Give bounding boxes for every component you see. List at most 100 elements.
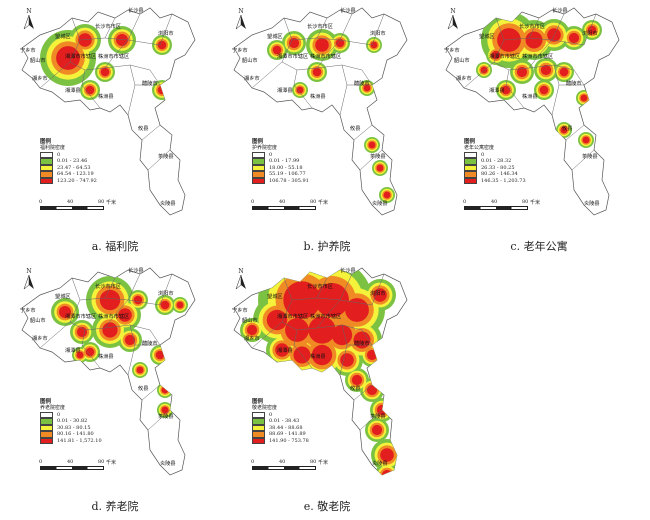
place-label-you: 攸县 [138,384,148,392]
county-boundary [104,64,161,86]
legend-label: 106.78 - 305.91 [269,177,309,184]
legend-label: 0 [269,411,273,418]
scale-bar: 0 40 80 千米 [251,199,342,219]
density-hotspot [383,191,391,199]
legend-swatch [252,437,265,445]
legend-swatch [252,151,265,159]
density-hotspot [547,28,561,42]
legend-row: 30.83 - 80.15 [40,424,102,432]
place-label-shaoshan: 韶山市 [242,316,258,324]
density-hotspot [353,331,371,349]
legend-title: 图例 [252,399,264,405]
county-boundary [104,324,161,346]
legend-label: 0 [57,411,61,418]
legend-swatch [252,418,265,425]
legend-row: 80.16 - 141.80 [40,431,102,438]
place-label-changsha_county: 长沙县 [128,6,144,14]
scale-tick-80: 80 [522,199,529,205]
density-hotspot [315,38,329,52]
legend-row: 64.54 - 123.19 [40,171,97,178]
density-hotspot [266,309,288,331]
place-label-ningxiang: 宁乡市 [232,46,248,54]
county-boundary [69,39,129,71]
density-hotspot [78,33,92,47]
density-hotspot [380,448,394,462]
legend-swatch [252,158,265,165]
legend-label: 88.69 - 141.89 [269,431,306,438]
legend-swatch [40,437,53,445]
place-label-liuyang: 浏阳市 [582,29,598,37]
density-hotspot [340,353,354,367]
legend-swatch [40,177,53,185]
place-label-chaling: 茶陵县 [582,152,598,160]
place-label-wangcheng: 望城区 [267,32,283,40]
legend-swatch [40,418,53,425]
scale-tick-80: 80 [98,199,105,205]
scale-bar: 0 40 80 千米 [463,199,554,219]
density-hotspot [59,306,71,318]
county-boundary [141,124,161,141]
legend-row: 141.81 - 1,572.10 [40,437,102,445]
county-boundary [39,321,71,349]
density-hotspot [296,86,304,94]
map-panel-a: 长沙县 浏阳市 望城区 长沙市市区 宁乡市 韶山市 株洲市市辖区 湘潭市市辖区 湘乡市 湘潭县 株洲… [10,0,220,260]
county-boundary [141,384,161,401]
density-hotspot [540,64,552,76]
density-hotspot [516,66,528,78]
place-label-liling: 醴陵市 [142,339,158,347]
density-hotspot [376,164,384,172]
legend-swatch [40,411,53,419]
county-boundary [39,61,71,89]
scale-bar-graphic [40,206,104,210]
scale-tick-40: 40 [279,199,286,205]
legend: 图例 养老院密度 0 0.01 - 30.82 30.83 - 80.15 80.16 -… [40,399,102,445]
density-hotspot [256,364,268,376]
legend-swatch [40,171,53,178]
legend-label: 0 [57,151,61,158]
scale-bar: 0 40 80 千米 [39,459,130,479]
panel-caption: c. 老年公寓 [510,240,568,253]
north-arrow-icon [447,14,458,30]
density-hotspot [118,308,132,322]
density-hotspot [351,374,363,386]
place-label-shaoshan: 韶山市 [30,316,46,324]
place-label-ningxiang: 宁乡市 [20,46,36,54]
legend: 图例 福利院密度 0 0.01 - 23.46 23.47 - 64.53 64.54 -… [40,139,97,185]
place-label-shaoshan: 韶山市 [242,56,258,64]
density-hotspot [587,25,597,35]
density-hotspot [275,343,289,357]
place-label-liling: 醴陵市 [354,339,370,347]
scale-unit: 千米 [318,200,329,206]
density-hotspot [124,334,136,346]
legend-label: 38.44 - 88.68 [269,424,303,431]
county-boundary [81,69,101,109]
legend-row: 23.47 - 64.53 [40,164,97,172]
density-hotspot [116,34,128,46]
place-label-xiangtan_county: 湘潭县 [65,346,81,354]
legend-label: 80.16 - 141.80 [57,431,94,438]
legend-label: 0.01 - 38.43 [269,418,300,425]
legend-label: 0.01 - 23.46 [57,158,88,165]
legend-label: 0.01 - 28.32 [481,158,512,165]
legend: 图例 护养院密度 0 0.01 - 17.99 18.00 - 55.18 55.19 -… [252,139,309,185]
place-label-changsha_city: 长沙市市区 [307,282,333,290]
scale-bar-graphic [252,466,316,470]
north-arrow: N [22,268,36,292]
scale-bar-graphic [464,206,528,210]
place-label-zhuzhou_county: 株洲县 [98,352,114,360]
legend-label: 64.54 - 123.19 [57,171,94,178]
county-boundary [495,17,540,41]
density-hotspot [311,344,333,366]
place-label-yanling: 炎陵县 [160,199,176,207]
place-label-chaling: 茶陵县 [158,412,174,420]
density-hotspot [236,354,248,366]
place-label-yanling: 炎陵县 [372,199,388,207]
north-label: N [26,8,32,15]
scale-tick-80: 80 [310,199,317,205]
place-label-liling: 醴陵市 [142,79,158,87]
legend-row: 26.33 - 80.25 [464,164,526,172]
place-label-changsha_city: 长沙市市区 [95,282,121,290]
density-hotspot [560,126,568,134]
